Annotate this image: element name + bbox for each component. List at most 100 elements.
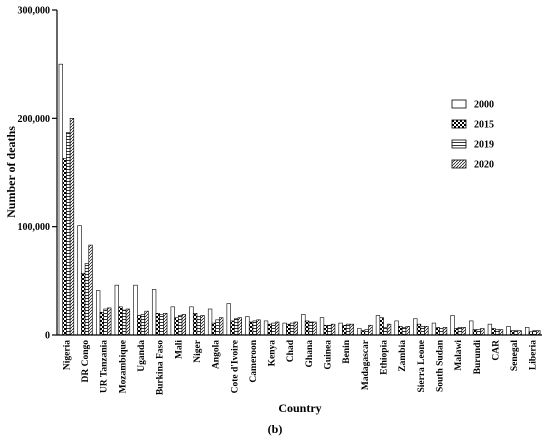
bar-2019 (159, 314, 164, 336)
category-label: Chad (286, 339, 296, 362)
category-label: Cote d'Ivoire (230, 340, 240, 393)
bar-2015 (435, 327, 440, 336)
bar-2019 (252, 320, 257, 336)
bar-2019 (420, 326, 425, 336)
bar-2000 (170, 306, 175, 336)
bar-2015 (286, 323, 291, 336)
bar-2015 (248, 321, 254, 336)
bar-2020 (163, 313, 168, 336)
category-label: Niger (193, 339, 203, 362)
bar-2015 (454, 328, 459, 336)
bar-2020 (386, 323, 392, 336)
bar-2019 (66, 132, 71, 336)
bars-group (58, 63, 541, 336)
bar-2015 (230, 320, 235, 336)
bar-2020 (293, 321, 298, 336)
category-label: Ethiopia (380, 340, 390, 375)
bar-2015 (491, 328, 496, 336)
bar-2020 (442, 327, 448, 336)
bar-2000 (431, 322, 437, 336)
bar-2020 (200, 315, 205, 336)
bar-2020 (69, 118, 75, 336)
category-label: Benin (342, 339, 352, 363)
y-tick-label: 200,000 (18, 114, 51, 125)
bar-2015 (137, 315, 142, 336)
legend-swatch-2015 (451, 119, 467, 129)
category-label: Uganda (137, 340, 147, 372)
y-axis-title: Number of deaths (4, 126, 18, 218)
bar-2020 (88, 244, 93, 336)
bar-2020 (536, 330, 541, 336)
bar-2020 (405, 326, 410, 336)
category-labels: Nigeria DR Congo UR Tanzania Mozambique Ugan… (62, 339, 538, 395)
category-label: Liberia (529, 340, 539, 370)
bar-2000 (413, 318, 418, 336)
bar-2019 (532, 330, 537, 336)
bar-2019 (495, 329, 500, 336)
category-label: DR Congo (81, 340, 91, 383)
category-label: Ghana (305, 340, 315, 368)
bar-2019 (457, 327, 463, 336)
legend-swatch-2019 (451, 139, 467, 149)
bar-2020 (498, 329, 504, 336)
bar-2000 (207, 308, 213, 336)
bar-2019 (122, 309, 127, 336)
category-label: Senegal (510, 340, 520, 372)
legend-label: 2020 (474, 160, 494, 171)
bar-2020 (144, 310, 149, 336)
bar-2015 (472, 329, 478, 336)
bar-2000 (338, 322, 343, 336)
category-label: Kenya (268, 340, 278, 367)
bar-2015 (360, 330, 366, 336)
bar-2015 (323, 324, 328, 336)
bar-2000 (506, 326, 511, 336)
bar-2020 (349, 323, 354, 336)
bar-2020 (480, 328, 485, 336)
bar-2019 (103, 308, 108, 336)
bar-2015 (211, 322, 216, 336)
bar-2015 (81, 272, 86, 336)
y-tick-label: 100,000 (18, 222, 51, 233)
y-ticks: 0 100,000 200,000 300,000 (18, 6, 57, 342)
legend-label: 2015 (474, 120, 494, 131)
bar-2020 (312, 321, 317, 336)
category-label: Sierra Leone (417, 340, 427, 393)
y-tick-label: 0 (45, 331, 50, 342)
bar-2000 (263, 320, 269, 336)
bar-2000 (525, 327, 530, 336)
bar-2020 (330, 323, 336, 336)
bar-2020 (461, 327, 466, 336)
bar-2019 (401, 327, 407, 336)
bar-2000 (319, 317, 325, 336)
bar-2019 (84, 263, 90, 336)
bar-2020 (424, 326, 429, 336)
bar-2019 (271, 322, 276, 336)
bar-2000 (375, 315, 381, 336)
legend-label: 2000 (474, 100, 494, 111)
bar-2019 (308, 321, 313, 336)
legend-swatch-2000 (451, 99, 467, 109)
category-label: Malawi (454, 340, 464, 371)
bar-2019 (233, 318, 239, 336)
bar-2015 (155, 313, 160, 336)
bar-2000 (357, 328, 362, 336)
bar-2000 (114, 284, 119, 336)
bar-2015 (99, 311, 105, 336)
bar-2015 (174, 317, 179, 336)
bar-2015 (510, 330, 515, 336)
bar-2019 (215, 319, 220, 336)
category-label: Mozambique (118, 340, 128, 393)
bar-2020 (219, 317, 224, 336)
bar-2019 (364, 329, 369, 336)
bar-2000 (469, 320, 474, 336)
bar-2015 (416, 323, 422, 336)
y-axis: 0 100,000 200,000 300,000 (18, 6, 58, 342)
bar-2000 (58, 63, 64, 336)
bar-2020 (125, 308, 131, 336)
bar-2020 (274, 321, 280, 336)
category-label: Guinea (324, 340, 334, 370)
bar-2020 (517, 330, 522, 336)
bar-2015 (342, 324, 347, 336)
bar-2019 (513, 330, 519, 336)
bar-2020 (368, 324, 373, 336)
